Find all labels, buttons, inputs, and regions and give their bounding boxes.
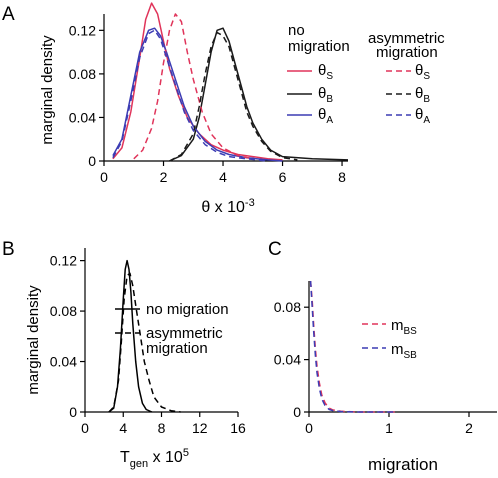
legend-a-asym-theta-b-sym: θ — [415, 85, 423, 102]
panel-b-x-axis-label-main: T — [120, 449, 130, 466]
panel-a-series-asymmetric-migration-theta-b-line — [169, 31, 298, 162]
panel-a-y-tick-label-3: 0.12 — [69, 22, 96, 38]
panel-a-y-tick-label-2: 0.08 — [69, 66, 96, 82]
legend-a-asym-theta-a-sym: θ — [415, 106, 423, 123]
panel-b-x-tick-label-2: 8 — [158, 420, 166, 436]
legend-a-no-mig-theta-b-sub: B — [326, 94, 333, 105]
legend-a-header-migration: migration — [288, 38, 350, 55]
panel-b-y-tick-label-2: 0.08 — [50, 303, 77, 319]
panel-b-series-dashed-asymmetric-migration-line — [108, 272, 181, 413]
legend-c-mbs-label: mBS — [391, 317, 417, 337]
panel-a-series-asymmetric-migration-theta-a-line — [112, 29, 268, 162]
panel-a-x-tick-label-4: 8 — [338, 169, 346, 185]
legend-a-no-mig-theta-b-label: θB — [318, 85, 333, 105]
legend-a-no-mig-theta-a-sub: A — [326, 115, 333, 126]
legend-a-no-mig-theta-b-sym: θ — [318, 85, 326, 102]
panel-a-y-axis-label: marginal density — [39, 35, 56, 145]
panel-b-x-axis-label-sub: gen — [130, 458, 148, 470]
panel-b-y-axis-label: marginal density — [25, 285, 42, 395]
panel-a-series-asymmetric-migration-theta-s-line — [133, 13, 253, 160]
panel-a: A marginal density 0 2 4 6 8 0 0.04 0.08 0.12 θ … — [2, 2, 445, 216]
panel-a-x-axis-label: θ x 10-3 — [201, 197, 254, 216]
panel-a-y-tick-label-0: 0 — [88, 153, 96, 169]
legend-a-asym-theta-s-label: θS — [415, 62, 430, 82]
panel-c-y-tick-label-1: 0.04 — [274, 352, 301, 368]
legend-a-no-mig-theta-s-label: θS — [318, 62, 333, 82]
panel-a-x-axis-label-exponent: -3 — [245, 197, 255, 209]
legend-a-asym-theta-s-sub: S — [423, 71, 430, 82]
panel-c-x-tick-label-0: 0 — [305, 420, 313, 436]
panel-b-x-axis-label-tail: x 10 — [148, 449, 183, 466]
panel-a-series-no-migration-theta-b-line — [169, 27, 349, 162]
panel-b-x-tick-label-3: 12 — [192, 420, 208, 436]
panel-a-legend: no migration asymmetric migration θS θS … — [287, 22, 445, 126]
legend-c-msb-label: mSB — [391, 341, 417, 361]
panel-a-x-tick-label-0: 0 — [100, 169, 108, 185]
panel-b-x-axis-label: Tgen x 105 — [120, 447, 189, 470]
panel-b-x-tick-label-1: 4 — [119, 420, 127, 436]
legend-a-no-mig-theta-s-sym: θ — [318, 62, 326, 79]
panel-b-x-axis-label-exponent: 5 — [183, 447, 189, 459]
legend-b-asymmetric: asymmetric — [146, 325, 223, 342]
panel-c-letter: C — [268, 239, 282, 260]
panel-b-y-tick-label-0: 0 — [69, 404, 77, 420]
panel-a-x-axis-label-main: θ x 10 — [201, 199, 245, 216]
panel-a-x-tick-label-3: 6 — [279, 169, 287, 185]
panel-c-x-tick-label-2: 2 — [465, 420, 473, 436]
panel-a-y-tick-label-1: 0.04 — [69, 109, 96, 125]
panel-b-legend: no migration asymmetric migration — [115, 301, 229, 357]
panel-b-x-tick-label-4: 16 — [230, 420, 246, 436]
panel-c-legend: mBS mSB — [362, 317, 417, 361]
panel-c-series-dashed-msb-line — [309, 280, 397, 413]
legend-a-asym-theta-b-sub: B — [423, 94, 430, 105]
panel-c-x-axis-label: migration — [368, 455, 438, 474]
legend-a-asym-theta-s-sym: θ — [415, 62, 423, 79]
legend-c-msb-sym: m — [391, 341, 404, 358]
panel-c-y-tick-label-2: 0.08 — [274, 299, 301, 315]
panel-b-letter: B — [2, 239, 15, 260]
legend-c-mbs-sym: m — [391, 317, 404, 334]
panel-c-y-tick-label-0: 0 — [293, 404, 301, 420]
legend-a-header-asym-migration: migration — [376, 44, 438, 61]
legend-a-asym-theta-b-label: θB — [415, 85, 430, 105]
panel-c-x-tick-label-1: 1 — [385, 420, 393, 436]
panel-b-x-tick-label-0: 0 — [81, 420, 89, 436]
legend-a-no-mig-theta-a-sym: θ — [318, 106, 326, 123]
panel-b-y-tick-label-3: 0.12 — [50, 253, 77, 269]
legend-a-asym-theta-a-label: θA — [415, 106, 430, 126]
panel-a-letter: A — [2, 4, 15, 25]
legend-b-migration: migration — [146, 340, 208, 357]
panel-a-x-tick-label-1: 2 — [160, 169, 168, 185]
legend-a-no-mig-theta-a-label: θA — [318, 106, 333, 126]
legend-c-mbs-sub: BS — [404, 326, 418, 337]
legend-a-header-asymmetric: asymmetric — [368, 30, 445, 47]
legend-c-msb-sub: SB — [404, 350, 418, 361]
panel-c-series-dashed-mbs-line — [309, 280, 397, 413]
panel-c: C 0 1 200.040.08 migration mBS mSB — [268, 239, 497, 474]
panel-a-series-no-migration-theta-a-line — [112, 27, 283, 162]
legend-a-no-mig-theta-s-sub: S — [326, 71, 333, 82]
panel-a-x-tick-label-2: 4 — [219, 169, 227, 185]
panel-b: B marginal density 0 4 8 12 1600.040.080.12 … — [2, 239, 246, 470]
panel-b-y-tick-label-1: 0.04 — [50, 354, 77, 370]
legend-b-no-migration: no migration — [146, 301, 229, 318]
legend-a-header-no: no — [288, 22, 305, 39]
legend-a-asym-theta-a-sub: A — [423, 115, 430, 126]
